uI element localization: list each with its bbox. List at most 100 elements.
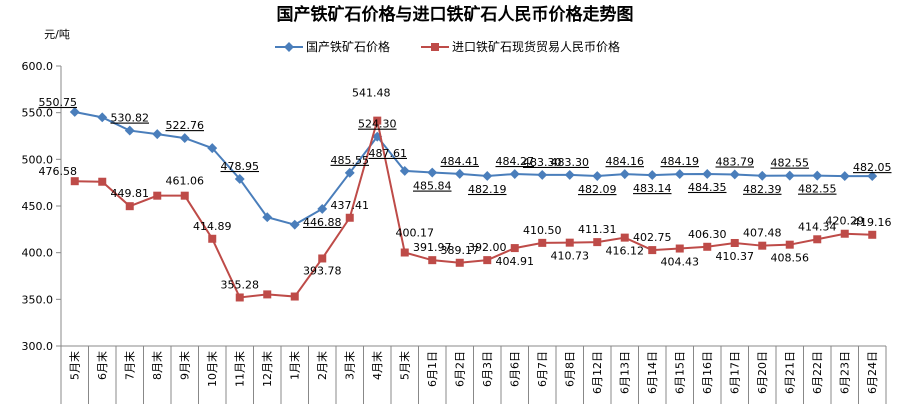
data-label-domestic: 483.79 [716,155,755,168]
data-point-domestic [124,125,135,136]
data-label-domestic: 483.30 [523,156,562,169]
data-label-imported: 406.30 [688,228,727,241]
data-point-domestic [152,129,163,140]
y-axis-label: 元/吨 [44,28,70,41]
data-label-imported: 419.16 [853,216,892,229]
legend-marker-imported [431,43,439,51]
y-tick-label: 550.0 [22,107,54,120]
data-point-imported [345,213,354,222]
data-point-imported [455,258,464,267]
data-label-domestic: 484.27 [496,155,535,168]
legend: 国产铁矿石价格 进口铁矿石现货贸易人民币价格 [275,39,620,54]
data-point-domestic [234,174,245,184]
data-point-imported [180,191,189,200]
x-tick-label: 6月3日 [481,351,494,387]
data-label-domestic: 485.55 [331,154,370,167]
data-label-imported: 393.78 [303,264,342,277]
data-label-imported: 414.89 [193,220,232,233]
data-point-domestic [757,170,768,181]
y-tick-label: 450.0 [22,200,54,213]
data-point-imported [703,242,712,251]
data-label-domestic: 482.55 [771,157,810,170]
x-tick-label: 6月8日 [563,351,576,387]
data-point-domestic [179,133,190,144]
data-point-domestic [729,169,740,180]
data-point-imported [208,234,217,243]
data-label-domestic: 487.61 [369,147,408,160]
y-tick-label: 350.0 [22,293,54,306]
data-label-domestic: 550.75 [39,96,78,109]
data-point-domestic [564,169,575,180]
data-point-domestic [702,168,713,179]
y-tick-label: 400.0 [22,247,54,260]
data-point-domestic [207,143,218,154]
data-point-imported [98,177,107,186]
data-label-domestic: 485.84 [413,180,452,193]
data-point-imported [153,191,162,200]
data-label-imported: 414.34 [798,220,837,233]
data-point-domestic [262,212,273,223]
data-label-imported: 541.48 [352,87,391,100]
x-tick-label: 2月末 [315,351,329,380]
x-tick-label: 11月末 [232,351,246,387]
data-label-domestic: 530.82 [111,112,150,125]
data-point-domestic [647,170,658,181]
x-tick-label: 6月末 [95,351,109,380]
x-tick-label: 6月23日 [838,351,851,394]
data-point-domestic [784,170,795,181]
x-tick-label: 6月20日 [756,351,769,394]
data-point-domestic [427,167,438,178]
data-point-imported [840,229,849,238]
data-label-imported: 411.31 [578,223,617,236]
data-label-domestic: 484.19 [661,155,700,168]
x-tick-label: 6月15日 [673,351,686,394]
data-label-imported: 420.29 [826,215,865,228]
x-tick-label: 6月24日 [866,351,879,394]
x-tick-label: 6月21日 [783,351,796,394]
axes: 300.0 350.0 400.0 450.0 500.0 550.0 600.0 5月末 6月… [22,60,887,404]
data-point-domestic [839,171,850,182]
x-tick-label: 4月末 [370,351,384,380]
data-point-imported [373,116,382,125]
series-line-1 [74,120,873,299]
data-point-imported [620,233,629,242]
data-label-domestic: 524.30 [358,118,397,131]
x-tick-label: 6月16日 [701,351,714,394]
data-label-domestic: 522.76 [166,119,205,132]
data-label-domestic: 482.05 [853,161,892,174]
data-point-domestic [344,167,355,178]
data-label-domestic: 478.95 [221,160,260,173]
data-point-domestic [97,112,108,123]
data-label-imported: 449.81 [111,187,150,200]
data-label-domestic: 484.41 [441,155,480,168]
data-label-imported: 404.91 [496,255,535,268]
data-point-domestic [537,169,548,180]
x-tick-label: 3月末 [342,351,356,380]
data-point-imported [483,256,492,265]
x-tick-label: 10月末 [205,351,219,387]
data-point-domestic [317,203,328,214]
x-tick-label: 6月1日 [426,351,439,387]
data-point-domestic [454,168,465,179]
data-label-imported: 391.97 [413,241,452,254]
data-point-domestic [482,171,493,181]
data-label-domestic: 482.09 [578,183,617,196]
data-point-imported [428,256,437,265]
data-point-imported [263,290,272,299]
x-tick-label: 6月7日 [536,351,549,387]
legend-marker-domestic [284,42,294,52]
data-label-imported: 476.58 [39,165,78,178]
x-tick-label: 1月末 [287,351,301,380]
x-tick-label: 8月末 [150,351,164,380]
data-point-imported [318,254,327,263]
data-label-imported: 408.56 [771,252,810,265]
data-point-imported [565,238,574,247]
data-label-imported: 407.48 [743,227,782,240]
data-point-domestic [289,219,300,230]
data-point-domestic [399,165,410,176]
data-point-domestic [509,169,520,179]
data-point-imported [758,241,767,250]
data-label-domestic: 446.88 [303,216,342,229]
data-label-imported: 392.00 [468,241,507,254]
data-point-imported [730,238,739,247]
